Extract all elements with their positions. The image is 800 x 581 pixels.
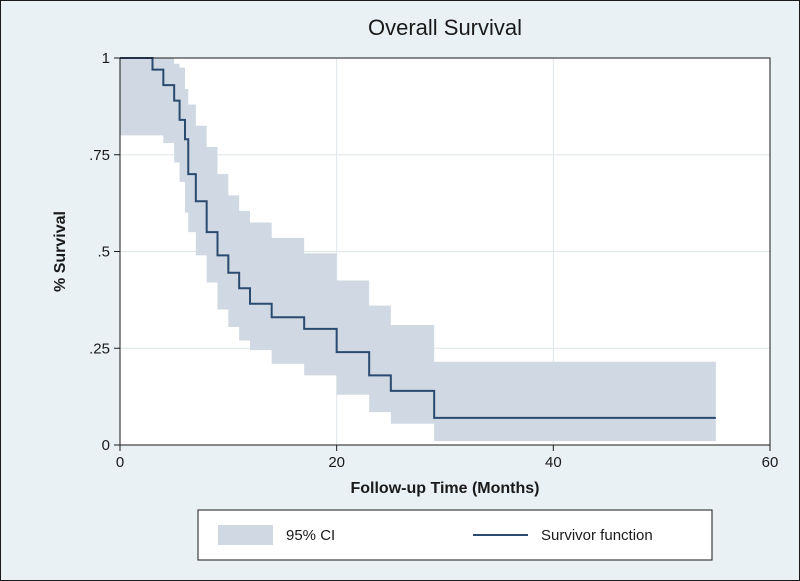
legend-swatch-ci <box>218 525 273 545</box>
legend-label-survivor: Survivor function <box>541 527 653 544</box>
x-tick-label: 20 <box>328 454 345 471</box>
survival-chart: 0 20 40 60 0 .25 .5 .75 1 Overall Survival Follow-… <box>0 0 800 581</box>
y-tick-label: .5 <box>97 244 110 261</box>
x-tick-label: 60 <box>762 454 779 471</box>
legend-label-ci: 95% CI <box>286 527 335 544</box>
chart-svg: 0 20 40 60 0 .25 .5 .75 1 Overall Survival Follow-… <box>0 0 800 581</box>
x-tick-label: 40 <box>545 454 562 471</box>
y-tick-label: 1 <box>102 50 110 67</box>
y-axis-label: % Survival <box>52 211 69 292</box>
x-axis-label: Follow-up Time (Months) <box>350 480 539 497</box>
x-tick-label: 0 <box>116 454 124 471</box>
y-tick-label: .75 <box>89 147 110 164</box>
chart-title: Overall Survival <box>368 15 522 40</box>
y-tick-label: 0 <box>102 437 110 454</box>
y-tick-label: .25 <box>89 340 110 357</box>
